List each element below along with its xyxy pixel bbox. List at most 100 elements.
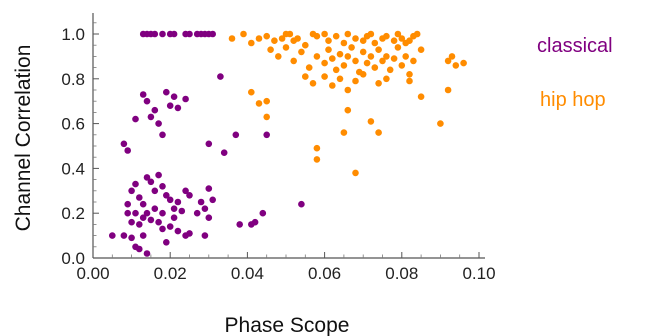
point-hip-hop [398,62,406,69]
point-hip-hop [390,37,398,44]
point-hip-hop [305,64,313,71]
point-hip-hop [448,53,456,60]
point-hip-hop [348,44,355,51]
x-tick-label: 0.02 [154,264,187,283]
point-classical [197,198,205,206]
point-classical [132,180,139,188]
point-hip-hop [313,32,321,40]
point-classical [159,30,166,38]
legend-label-hip-hop: hip hop [540,89,606,111]
point-hip-hop [375,129,382,136]
point-classical [155,120,162,127]
legend-label-classical: classical [537,35,613,57]
point-classical [124,147,131,154]
point-hip-hop [340,62,348,69]
point-hip-hop [255,100,263,107]
point-classical [139,91,147,98]
point-hip-hop [248,88,255,96]
point-classical [151,187,159,195]
point-hip-hop [344,30,352,38]
point-hip-hop [413,30,421,38]
x-tick-label: 0.04 [231,264,264,283]
point-classical [128,187,135,195]
point-classical [174,227,182,235]
point-classical [124,209,131,217]
point-classical [159,209,166,217]
point-hip-hop [371,64,379,71]
point-hip-hop [329,55,336,62]
point-classical [166,196,174,204]
point-hip-hop [228,35,236,42]
point-classical [170,30,178,38]
point-hip-hop [302,73,309,80]
point-hip-hop [275,53,282,60]
point-classical [136,221,143,228]
point-hip-hop [267,46,274,53]
x-tick-label: 0.08 [385,264,418,283]
point-hip-hop [371,39,379,47]
y-tick-label: 1.0 [61,25,85,44]
point-hip-hop [332,66,340,74]
point-hip-hop [321,73,328,80]
point-classical [109,232,116,239]
point-hip-hop [410,57,417,65]
point-hip-hop [336,75,344,83]
point-hip-hop [402,53,410,60]
point-classical [159,225,166,233]
point-classical [174,198,182,206]
point-hip-hop [336,50,344,58]
point-hip-hop [367,30,375,38]
point-classical [259,209,267,217]
point-hip-hop [375,80,382,87]
point-hip-hop [460,59,467,67]
point-hip-hop [248,39,255,47]
point-classical [166,223,174,230]
point-hip-hop [383,53,390,60]
point-classical [151,30,159,38]
point-classical [186,192,193,199]
point-hip-hop [359,37,367,44]
point-hip-hop [329,82,336,89]
point-hip-hop [344,53,352,60]
point-hip-hop [325,37,332,44]
x-tick-label: 0.10 [462,264,495,283]
point-classical [178,207,186,215]
point-hip-hop [352,77,359,85]
point-hip-hop [394,30,402,38]
point-hip-hop [325,46,332,53]
point-classical [151,106,159,114]
point-classical [124,200,131,208]
point-classical [139,214,147,221]
point-classical [159,183,166,190]
point-classical [263,131,271,139]
point-classical [232,131,240,139]
point-classical [170,93,178,100]
point-classical [209,30,216,38]
point-classical [186,30,193,38]
point-hip-hop [302,41,309,49]
point-hip-hop [367,53,375,60]
point-hip-hop [386,66,394,74]
point-classical [139,232,147,239]
point-hip-hop [298,48,305,56]
y-tick-label: 0.2 [61,204,85,223]
point-hip-hop [240,30,247,38]
point-hip-hop [437,120,444,127]
point-hip-hop [352,57,359,65]
point-classical [170,214,178,221]
point-hip-hop [379,57,386,65]
point-hip-hop [321,30,328,38]
point-hip-hop [398,35,406,42]
point-classical [132,115,139,123]
point-hip-hop [390,55,398,62]
y-tick-label: 0.4 [61,159,85,178]
point-hip-hop [452,62,460,69]
data-points [109,30,467,257]
point-hip-hop [406,37,413,44]
point-hip-hop [278,35,286,42]
point-hip-hop [359,71,367,78]
point-hip-hop [417,46,425,53]
point-hip-hop [367,118,375,125]
y-axis-title: Channel Correlation [12,45,35,232]
